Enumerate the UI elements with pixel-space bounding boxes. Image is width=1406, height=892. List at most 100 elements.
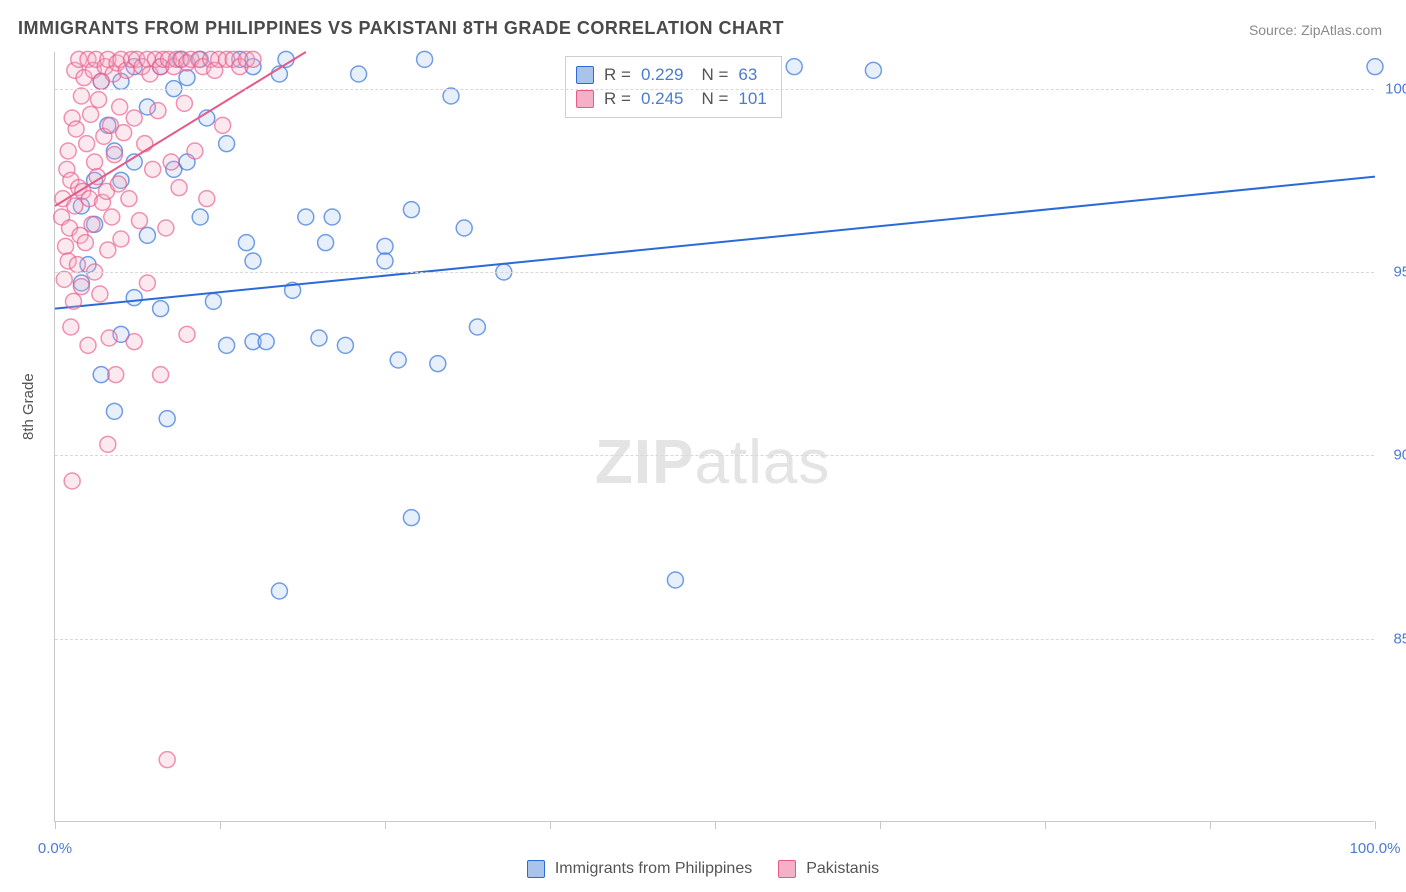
scatter-point xyxy=(865,62,881,78)
legend-swatch xyxy=(778,860,796,878)
scatter-point xyxy=(106,403,122,419)
scatter-point xyxy=(238,235,254,251)
scatter-point xyxy=(318,235,334,251)
scatter-point xyxy=(179,70,195,86)
scatter-point xyxy=(63,319,79,335)
scatter-point xyxy=(80,337,96,353)
legend-n-value: 101 xyxy=(738,87,766,111)
scatter-point xyxy=(93,367,109,383)
scatter-point xyxy=(377,238,393,254)
scatter-point xyxy=(324,209,340,225)
source-attribution: Source: ZipAtlas.com xyxy=(1249,22,1382,38)
legend-n-label: N = xyxy=(701,63,728,87)
x-tick xyxy=(550,821,551,829)
scatter-point xyxy=(377,253,393,269)
chart-title: IMMIGRANTS FROM PHILIPPINES VS PAKISTANI… xyxy=(18,18,784,39)
gridline xyxy=(55,455,1374,456)
scatter-point xyxy=(245,51,261,67)
scatter-point xyxy=(667,572,683,588)
scatter-point xyxy=(145,161,161,177)
y-tick-label: 85.0% xyxy=(1378,630,1406,647)
scatter-point xyxy=(56,271,72,287)
legend-series-item: Immigrants from Philippines xyxy=(527,860,752,878)
x-tick xyxy=(55,821,56,829)
legend-swatch xyxy=(576,90,594,108)
x-tick-label: 0.0% xyxy=(38,840,72,857)
scatter-point xyxy=(106,147,122,163)
legend-series-item: Pakistanis xyxy=(778,860,879,878)
legend-r-label: R = xyxy=(604,63,631,87)
y-tick-label: 90.0% xyxy=(1378,447,1406,464)
scatter-point xyxy=(786,59,802,75)
scatter-point xyxy=(205,293,221,309)
scatter-point xyxy=(65,293,81,309)
legend-n-value: 63 xyxy=(738,63,757,87)
legend-swatch xyxy=(576,66,594,84)
y-axis-label: 8th Grade xyxy=(20,373,37,440)
scatter-point xyxy=(131,213,147,229)
scatter-point xyxy=(456,220,472,236)
scatter-point xyxy=(67,198,83,214)
scatter-point xyxy=(171,180,187,196)
scatter-point xyxy=(87,154,103,170)
scatter-point xyxy=(430,356,446,372)
scatter-point xyxy=(126,110,142,126)
scatter-point xyxy=(153,367,169,383)
scatter-point xyxy=(443,88,459,104)
gridline xyxy=(55,639,1374,640)
legend-swatch xyxy=(527,860,545,878)
scatter-point xyxy=(77,235,93,251)
scatter-point xyxy=(83,106,99,122)
scatter-point xyxy=(1367,59,1383,75)
x-tick xyxy=(385,821,386,829)
scatter-point xyxy=(91,92,107,108)
scatter-point xyxy=(112,99,128,115)
scatter-point xyxy=(139,227,155,243)
legend-r-label: R = xyxy=(604,87,631,111)
legend-series-label: Pakistanis xyxy=(806,860,879,878)
scatter-point xyxy=(417,51,433,67)
scatter-point xyxy=(100,242,116,258)
scatter-point xyxy=(100,436,116,452)
x-tick xyxy=(220,821,221,829)
scatter-point xyxy=(311,330,327,346)
scatter-point xyxy=(69,257,85,273)
legend-stats-row: R = 0.229 N = 63 xyxy=(576,63,767,87)
legend-r-value: 0.229 xyxy=(641,63,684,87)
scatter-point xyxy=(110,176,126,192)
scatter-point xyxy=(68,121,84,137)
scatter-point xyxy=(150,103,166,119)
scatter-point xyxy=(403,510,419,526)
scatter-point xyxy=(137,136,153,152)
scatter-point xyxy=(159,411,175,427)
scatter-svg xyxy=(55,52,1375,822)
scatter-point xyxy=(58,238,74,254)
scatter-point xyxy=(337,337,353,353)
scatter-point xyxy=(101,330,117,346)
x-tick xyxy=(1210,821,1211,829)
scatter-point xyxy=(116,125,132,141)
scatter-point xyxy=(104,209,120,225)
scatter-point xyxy=(176,95,192,111)
scatter-point xyxy=(199,191,215,207)
scatter-point xyxy=(64,473,80,489)
scatter-point xyxy=(126,334,142,350)
scatter-point xyxy=(271,583,287,599)
scatter-point xyxy=(192,209,208,225)
x-tick xyxy=(715,821,716,829)
x-tick xyxy=(880,821,881,829)
legend-n-label: N = xyxy=(701,87,728,111)
scatter-point xyxy=(163,154,179,170)
scatter-point xyxy=(108,367,124,383)
scatter-point xyxy=(219,337,235,353)
legend-stats-row: R = 0.245 N = 101 xyxy=(576,87,767,111)
scatter-point xyxy=(79,136,95,152)
scatter-point xyxy=(113,231,129,247)
legend-r-value: 0.245 xyxy=(641,87,684,111)
scatter-point xyxy=(73,88,89,104)
scatter-point xyxy=(258,334,274,350)
scatter-point xyxy=(219,136,235,152)
scatter-point xyxy=(351,66,367,82)
scatter-point xyxy=(179,326,195,342)
scatter-point xyxy=(92,286,108,302)
